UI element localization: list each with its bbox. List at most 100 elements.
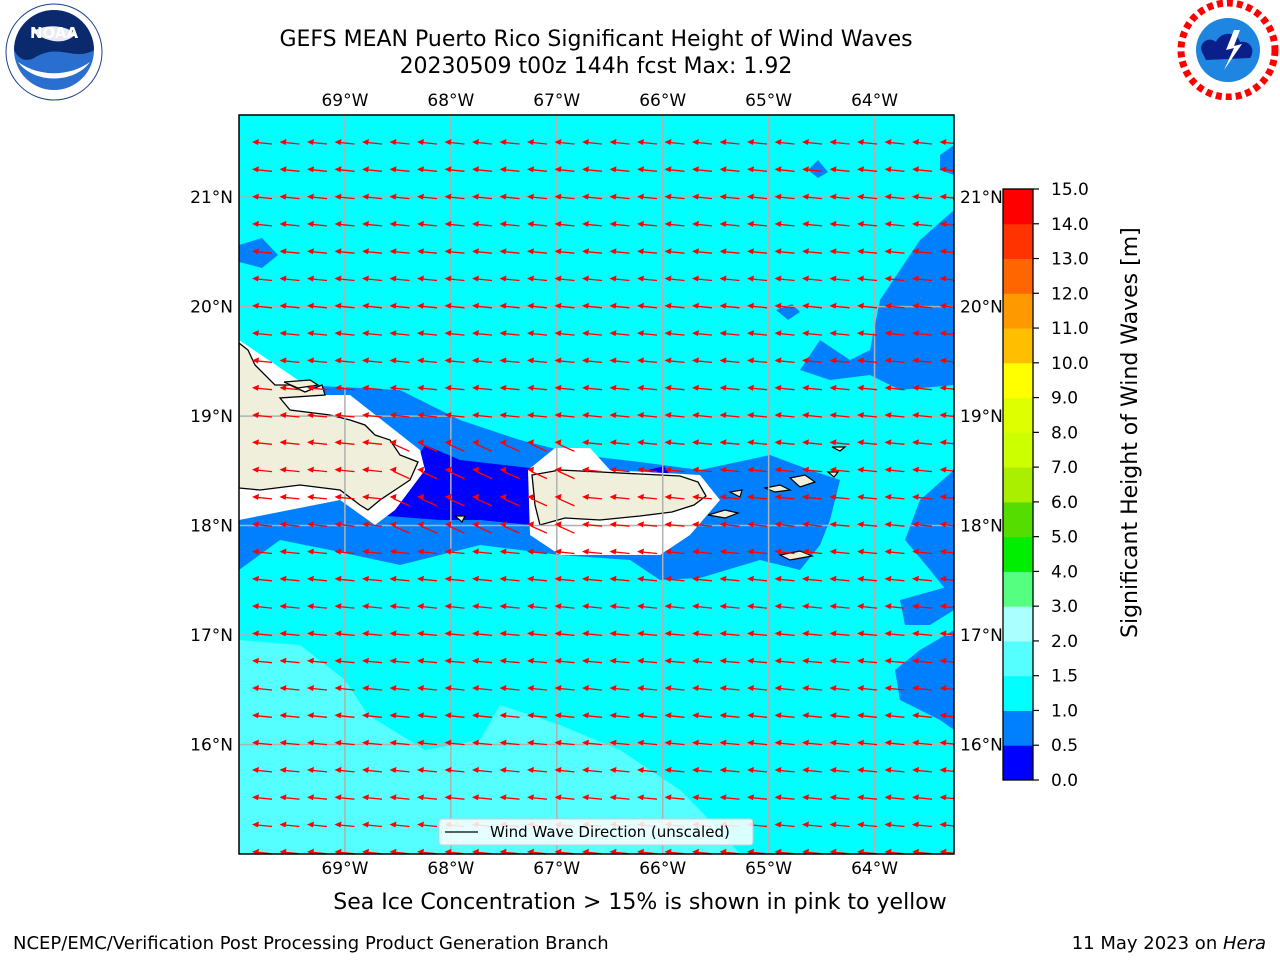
wave-direction-arrow	[499, 330, 520, 337]
wave-direction-arrow	[692, 685, 713, 691]
wave-direction-arrow	[279, 302, 300, 309]
wave-direction-arrow	[857, 384, 878, 391]
wave-direction-arrow	[334, 685, 355, 691]
wave-direction-arrow	[417, 275, 438, 282]
wave-direction-arrow	[389, 521, 410, 534]
wave-direction-arrow	[444, 248, 465, 255]
wave-direction-arrow	[884, 521, 905, 528]
wave-direction-arrow	[857, 302, 878, 309]
wave-direction-arrow	[692, 330, 713, 337]
wave-direction-arrow	[692, 548, 713, 555]
wave-direction-arrow	[692, 575, 713, 582]
wave-direction-arrow	[857, 821, 878, 828]
wave-direction-arrow	[389, 302, 410, 309]
wave-direction-arrow	[884, 166, 905, 173]
wave-direction-arrow	[664, 193, 685, 200]
wave-direction-arrow	[857, 220, 878, 227]
wave-direction-arrow	[664, 603, 685, 610]
wave-direction-arrow	[307, 630, 328, 637]
wave-direction-arrow	[582, 712, 603, 719]
wave-direction-arrow	[527, 794, 548, 801]
wave-direction-arrow	[719, 248, 740, 255]
wave-direction-arrow	[774, 275, 795, 282]
wave-direction-arrow	[939, 548, 954, 555]
wave-direction-arrow	[884, 439, 905, 446]
wave-direction-arrow	[362, 139, 383, 145]
wave-direction-arrow	[692, 766, 713, 773]
wave-direction-arrow	[279, 575, 300, 582]
wave-direction-arrow	[857, 493, 878, 500]
wave-direction-arrow	[527, 712, 548, 719]
wave-direction-arrow	[774, 575, 795, 582]
wave-direction-arrow	[472, 685, 493, 691]
wave-direction-arrow	[692, 712, 713, 719]
wave-direction-arrow	[362, 330, 383, 337]
wave-direction-arrow	[472, 220, 493, 227]
wave-direction-arrow	[637, 766, 658, 773]
wave-direction-arrow	[912, 139, 933, 145]
wave-direction-arrow	[472, 493, 493, 507]
wave-direction-arrow	[582, 657, 603, 664]
wave-direction-arrow	[637, 575, 658, 582]
wave-direction-arrow	[857, 521, 878, 528]
wave-direction-arrow	[637, 548, 658, 555]
wave-direction-arrow	[554, 766, 575, 773]
wave-direction-arrow	[444, 275, 465, 282]
wave-direction-arrow	[389, 548, 410, 555]
wave-direction-arrow	[417, 821, 438, 828]
wave-direction-arrow	[857, 575, 878, 582]
wave-direction-arrow	[774, 712, 795, 719]
wave-direction-arrow	[444, 548, 465, 555]
wave-direction-arrow	[884, 630, 905, 637]
wave-direction-arrow	[362, 220, 383, 227]
wave-direction-arrow	[692, 248, 713, 255]
wave-direction-arrow	[417, 739, 438, 746]
wave-direction-arrow	[939, 220, 954, 227]
wave-direction-arrow	[582, 603, 603, 610]
wave-direction-arrow	[362, 739, 383, 746]
wave-direction-arrow	[802, 166, 823, 173]
wave-direction-arrow	[829, 302, 850, 309]
wave-direction-arrow	[609, 603, 630, 610]
wave-direction-arrow	[334, 166, 355, 173]
wave-direction-arrow	[444, 412, 465, 418]
wave-direction-arrow	[747, 657, 768, 664]
wave-direction-arrow	[939, 848, 954, 854]
wave-direction-arrow	[664, 685, 685, 691]
wave-direction-arrow	[802, 493, 823, 500]
wave-direction-arrow	[939, 302, 954, 309]
wave-direction-arrow	[664, 330, 685, 337]
wave-direction-arrow	[829, 357, 850, 364]
wave-direction-arrow	[912, 412, 933, 418]
wave-direction-arrow	[444, 220, 465, 227]
wave-direction-arrow	[884, 794, 905, 801]
wave-direction-arrow	[362, 821, 383, 828]
wave-direction-arrow	[499, 220, 520, 227]
wave-direction-arrow	[472, 330, 493, 337]
lon-tick-label-bottom: 67°W	[533, 859, 580, 879]
wave-direction-arrow	[719, 412, 740, 418]
wave-direction-arrow	[334, 412, 355, 418]
wave-direction-arrow	[279, 603, 300, 610]
wave-direction-arrow	[912, 603, 933, 610]
colorbar-swatch	[1003, 675, 1033, 711]
wave-direction-arrow	[279, 821, 300, 828]
wave-direction-arrow	[637, 275, 658, 282]
wave-direction-arrow	[334, 493, 355, 500]
wave-direction-arrow	[884, 357, 905, 364]
wave-direction-arrow	[389, 766, 410, 773]
wave-direction-arrow	[829, 384, 850, 391]
wave-direction-arrow	[582, 412, 603, 418]
lon-tick-label-top: 65°W	[745, 91, 792, 111]
wave-direction-arrow	[747, 685, 768, 691]
wave-direction-arrow	[609, 139, 630, 145]
wave-direction-arrow	[527, 630, 548, 637]
wave-direction-arrow	[609, 275, 630, 282]
wave-direction-arrow	[499, 275, 520, 282]
wave-direction-arrow	[637, 412, 658, 418]
wave-direction-arrow	[802, 575, 823, 582]
wave-direction-arrow	[499, 193, 520, 200]
wave-direction-arrow	[884, 657, 905, 664]
wave-direction-arrow	[774, 657, 795, 664]
wave-direction-arrow	[362, 275, 383, 282]
